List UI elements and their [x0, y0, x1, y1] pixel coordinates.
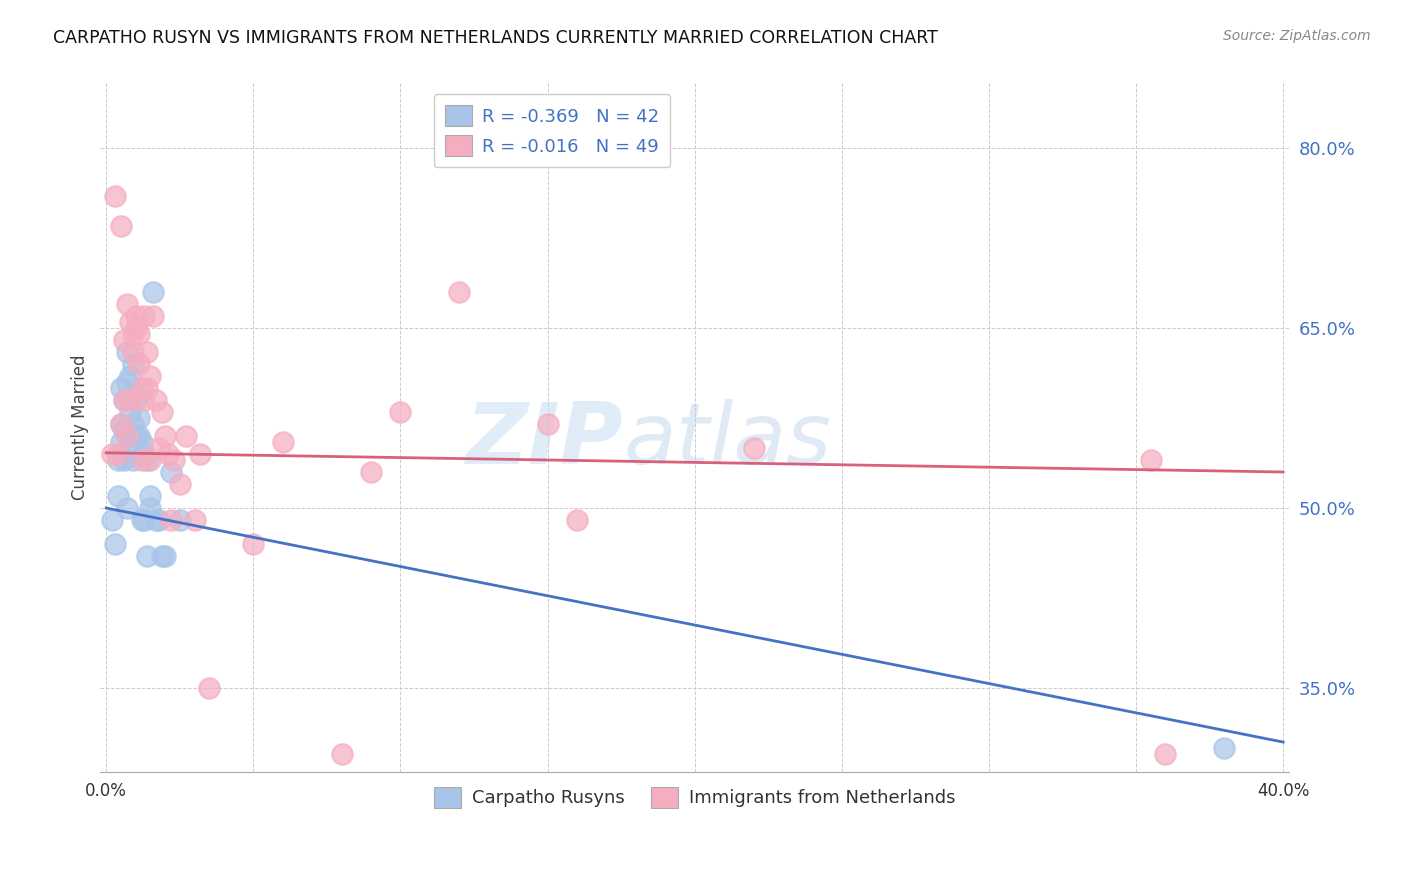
Point — [115, 297, 138, 311]
Point — [118, 405, 141, 419]
Legend: Carpatho Rusyns, Immigrants from Netherlands: Carpatho Rusyns, Immigrants from Netherl… — [426, 780, 963, 814]
Point — [107, 453, 129, 467]
Point — [128, 411, 150, 425]
Point — [110, 219, 132, 233]
Point — [139, 368, 162, 383]
Point — [134, 392, 156, 407]
Point — [124, 429, 146, 443]
Point — [160, 465, 183, 479]
Text: ZIP: ZIP — [465, 400, 623, 483]
Point — [112, 333, 135, 347]
Point — [128, 429, 150, 443]
Point — [121, 453, 143, 467]
Point — [124, 392, 146, 407]
Point — [139, 489, 162, 503]
Point — [131, 435, 153, 450]
Point — [1154, 747, 1177, 761]
Point — [110, 417, 132, 431]
Point — [174, 429, 197, 443]
Point — [131, 381, 153, 395]
Text: CARPATHO RUSYN VS IMMIGRANTS FROM NETHERLANDS CURRENTLY MARRIED CORRELATION CHAR: CARPATHO RUSYN VS IMMIGRANTS FROM NETHER… — [53, 29, 938, 47]
Point — [112, 453, 135, 467]
Point — [134, 309, 156, 323]
Point — [118, 429, 141, 443]
Point — [157, 447, 180, 461]
Point — [1213, 741, 1236, 756]
Point — [198, 681, 221, 695]
Point — [145, 392, 167, 407]
Point — [271, 435, 294, 450]
Point — [565, 513, 588, 527]
Point — [128, 357, 150, 371]
Point — [169, 477, 191, 491]
Point — [104, 537, 127, 551]
Point — [107, 489, 129, 503]
Point — [112, 423, 135, 437]
Point — [136, 549, 159, 563]
Point — [121, 345, 143, 359]
Y-axis label: Currently Married: Currently Married — [72, 354, 89, 500]
Point — [536, 417, 558, 431]
Point — [128, 326, 150, 341]
Point — [118, 315, 141, 329]
Point — [183, 513, 205, 527]
Point — [150, 405, 173, 419]
Point — [330, 747, 353, 761]
Point — [121, 417, 143, 431]
Text: atlas: atlas — [623, 400, 831, 483]
Point — [148, 513, 170, 527]
Point — [101, 513, 124, 527]
Point — [136, 453, 159, 467]
Point — [110, 417, 132, 431]
Point — [121, 357, 143, 371]
Point — [160, 513, 183, 527]
Point — [153, 429, 176, 443]
Point — [115, 501, 138, 516]
Point — [1139, 453, 1161, 467]
Point — [145, 513, 167, 527]
Point — [150, 549, 173, 563]
Point — [139, 501, 162, 516]
Point — [104, 189, 127, 203]
Point — [112, 392, 135, 407]
Point — [131, 513, 153, 527]
Point — [121, 326, 143, 341]
Point — [107, 447, 129, 461]
Point — [242, 537, 264, 551]
Point — [134, 447, 156, 461]
Point — [118, 392, 141, 407]
Point — [142, 285, 165, 299]
Point — [115, 375, 138, 389]
Point — [190, 447, 212, 461]
Point — [169, 513, 191, 527]
Point — [115, 429, 138, 443]
Point — [124, 387, 146, 401]
Point — [153, 549, 176, 563]
Point — [142, 309, 165, 323]
Text: Source: ZipAtlas.com: Source: ZipAtlas.com — [1223, 29, 1371, 44]
Point — [124, 321, 146, 335]
Point — [101, 447, 124, 461]
Point — [742, 441, 765, 455]
Point — [115, 345, 138, 359]
Point — [110, 435, 132, 450]
Point — [110, 381, 132, 395]
Point — [148, 441, 170, 455]
Point — [118, 441, 141, 455]
Point — [124, 309, 146, 323]
Point — [112, 392, 135, 407]
Point — [139, 453, 162, 467]
Point — [131, 453, 153, 467]
Point — [136, 345, 159, 359]
Point — [389, 405, 412, 419]
Point — [134, 513, 156, 527]
Point — [115, 429, 138, 443]
Point — [118, 368, 141, 383]
Point — [163, 453, 186, 467]
Point — [136, 381, 159, 395]
Point — [449, 285, 471, 299]
Point — [360, 465, 382, 479]
